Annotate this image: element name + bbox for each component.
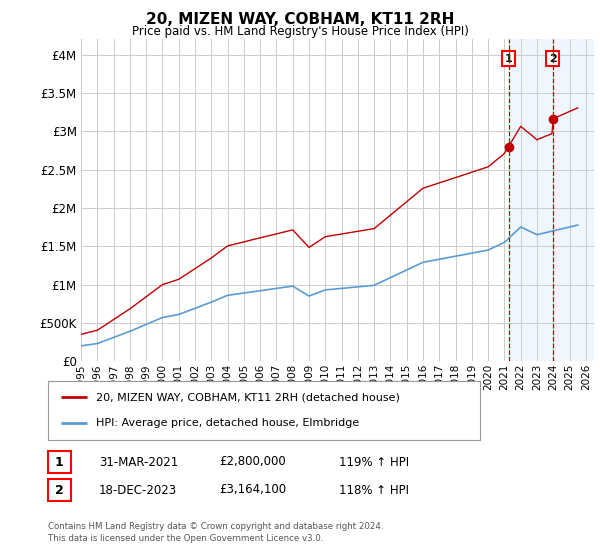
Text: £2,800,000: £2,800,000 bbox=[219, 455, 286, 469]
Text: 2: 2 bbox=[549, 54, 557, 64]
Bar bbox=[509, 39, 594, 361]
Text: 20, MIZEN WAY, COBHAM, KT11 2RH: 20, MIZEN WAY, COBHAM, KT11 2RH bbox=[146, 12, 454, 27]
Text: 1: 1 bbox=[505, 54, 512, 64]
Text: HPI: Average price, detached house, Elmbridge: HPI: Average price, detached house, Elmb… bbox=[95, 418, 359, 428]
Text: Price paid vs. HM Land Registry's House Price Index (HPI): Price paid vs. HM Land Registry's House … bbox=[131, 25, 469, 38]
Text: 20, MIZEN WAY, COBHAM, KT11 2RH (detached house): 20, MIZEN WAY, COBHAM, KT11 2RH (detache… bbox=[95, 392, 400, 402]
Text: 18-DEC-2023: 18-DEC-2023 bbox=[99, 483, 177, 497]
Text: 118% ↑ HPI: 118% ↑ HPI bbox=[339, 483, 409, 497]
Text: 1: 1 bbox=[55, 455, 64, 469]
Text: £3,164,100: £3,164,100 bbox=[219, 483, 286, 497]
Text: 2: 2 bbox=[55, 483, 64, 497]
Text: Contains HM Land Registry data © Crown copyright and database right 2024.
This d: Contains HM Land Registry data © Crown c… bbox=[48, 522, 383, 543]
Text: 119% ↑ HPI: 119% ↑ HPI bbox=[339, 455, 409, 469]
Text: 31-MAR-2021: 31-MAR-2021 bbox=[99, 455, 178, 469]
